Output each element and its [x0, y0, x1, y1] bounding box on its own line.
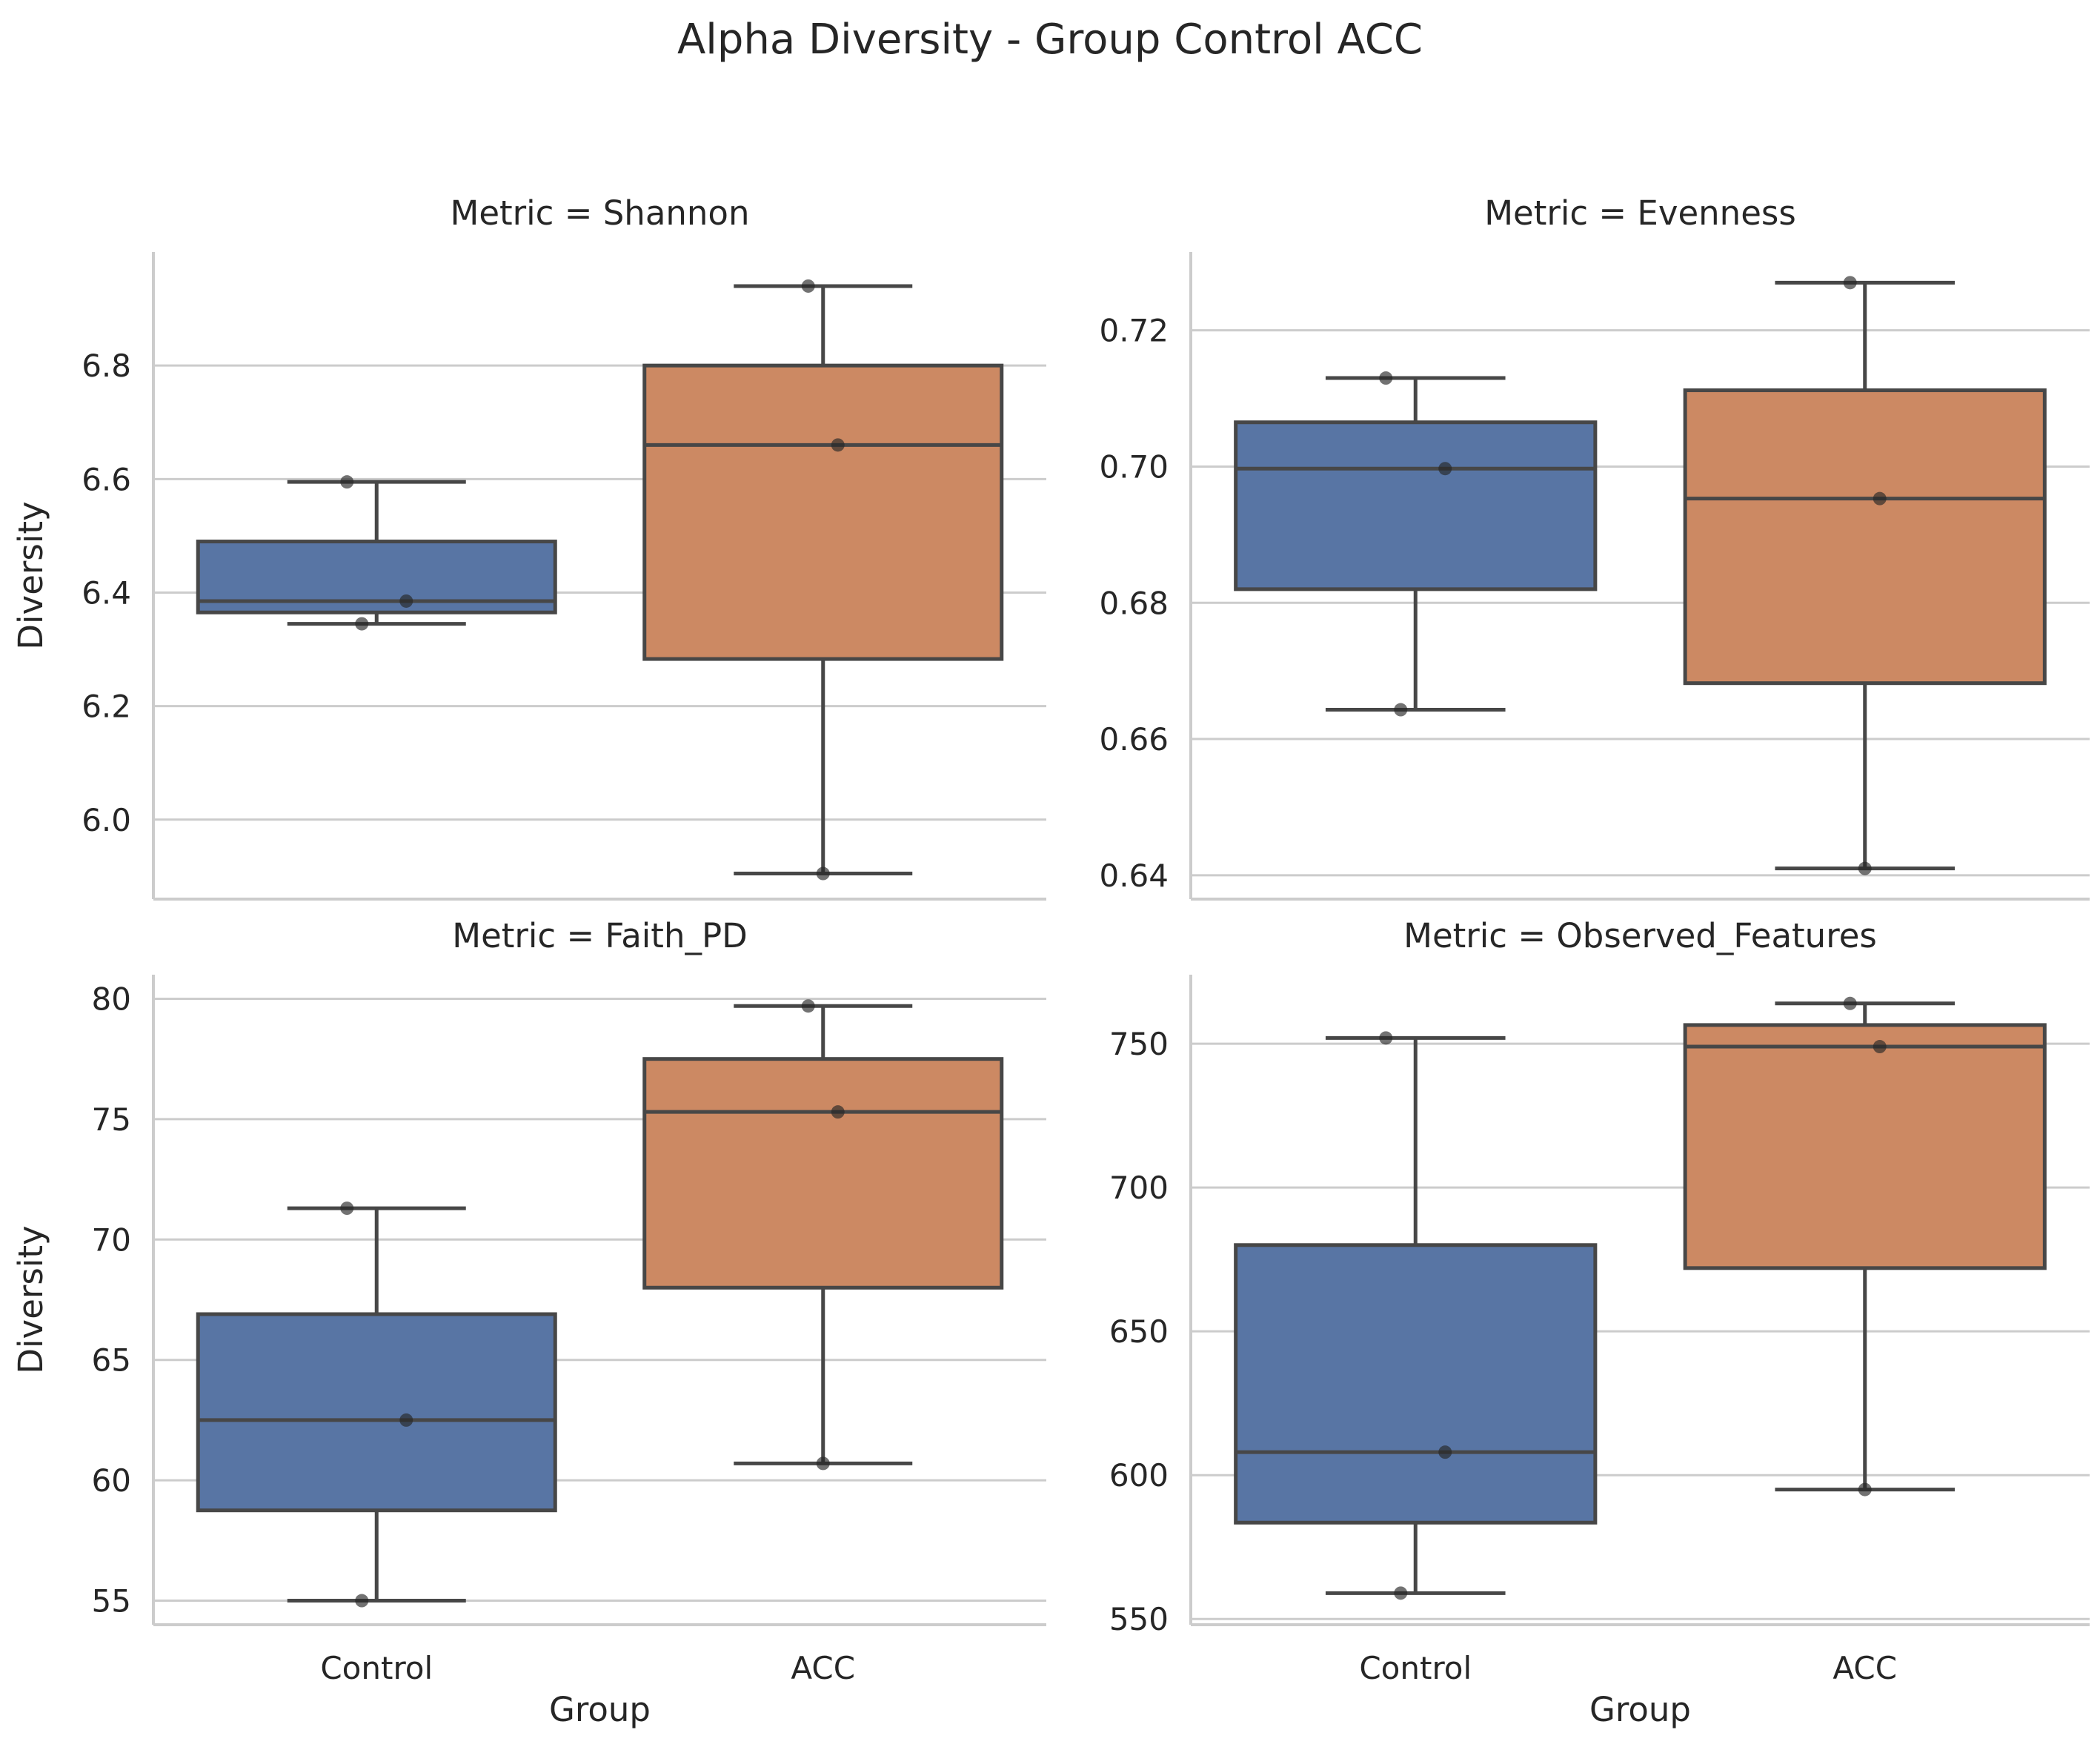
y-tick-label: 6.8 [82, 348, 131, 384]
x-tick-label: ACC [1832, 1650, 1897, 1686]
x-tick-label: Control [320, 1650, 433, 1686]
y-tick-label: 550 [1109, 1601, 1169, 1637]
data-point [1438, 462, 1452, 476]
y-tick-label: 0.70 [1099, 448, 1169, 485]
data-point [831, 438, 845, 452]
x-axis-label: Group [549, 1690, 651, 1729]
data-point [1843, 276, 1857, 290]
data-point [1379, 1031, 1393, 1045]
data-point [1858, 861, 1872, 875]
facet-panel-2: 55 60 65 70 75 80 Metric = Faith_PD Control ACC G… [11, 916, 1046, 1729]
y-tick-label: 600 [1109, 1457, 1169, 1494]
facet-title: Metric = Shannon [451, 193, 750, 233]
y-tick-label: 75 [92, 1101, 131, 1138]
data-point [340, 475, 354, 489]
box-acc [1683, 1023, 2047, 1270]
data-point [1379, 371, 1393, 385]
data-point [801, 999, 815, 1013]
data-point [340, 1202, 354, 1216]
data-point [816, 1456, 830, 1471]
data-point [1858, 1482, 1872, 1497]
y-tick-label: 0.66 [1099, 721, 1169, 758]
y-tick-label: 60 [92, 1462, 131, 1499]
x-tick-label: ACC [791, 1650, 855, 1686]
y-axis-label: Diversity [11, 1225, 50, 1373]
box-acc [642, 1057, 1004, 1290]
data-point [399, 594, 413, 608]
y-tick-label: 650 [1109, 1313, 1169, 1350]
y-tick-label: 750 [1109, 1026, 1169, 1062]
data-point [801, 279, 815, 293]
data-point [816, 866, 830, 881]
data-point [1394, 1586, 1408, 1600]
y-tick-label: 6.2 [82, 689, 131, 725]
data-point [1873, 491, 1887, 506]
y-tick-label: 6.0 [82, 802, 131, 838]
data-point [831, 1105, 845, 1119]
facet-title: Metric = Observed_Features [1403, 916, 1877, 955]
y-tick-label: 6.6 [82, 461, 131, 497]
x-tick-label: Control [1359, 1650, 1472, 1686]
y-tick-label: 55 [92, 1583, 131, 1620]
y-tick-label: 65 [92, 1342, 131, 1379]
data-point [1843, 996, 1857, 1010]
data-point [1438, 1445, 1452, 1459]
y-tick-label: 6.4 [82, 574, 131, 611]
facet-panels: 6.0 6.2 6.4 6.6 6.8 Metric = Shannon Diversity… [11, 193, 2090, 1729]
y-axis-label: Diversity [11, 501, 50, 649]
y-tick-label: 700 [1109, 1170, 1169, 1206]
facet-panel-0: 6.0 6.2 6.4 6.6 6.8 Metric = Shannon Diversity [11, 193, 1046, 901]
facet-title: Metric = Evenness [1484, 193, 1796, 233]
y-tick-label: 70 [92, 1222, 131, 1258]
data-point [355, 1594, 369, 1608]
data-point [1394, 703, 1408, 717]
y-tick-label: 0.68 [1099, 585, 1169, 621]
facet-title: Metric = Faith_PD [452, 916, 748, 955]
figure-title: Alpha Diversity - Group Control ACC [677, 16, 1423, 64]
y-tick-label: 80 [92, 981, 131, 1017]
facet-panel-3: 550 600 650 700 750 Metric = Observed_Feature… [1109, 916, 2090, 1729]
data-point [399, 1413, 413, 1427]
facet-panel-1: 0.64 0.66 0.68 0.70 0.72 Metric = Evenness [1099, 193, 2090, 901]
box-control [1234, 420, 1598, 591]
data-point [355, 617, 369, 631]
box-control [196, 1312, 557, 1513]
y-tick-label: 0.72 [1099, 313, 1169, 349]
x-axis-label: Group [1589, 1690, 1691, 1729]
box-acc [642, 363, 1004, 661]
data-point [1873, 1040, 1887, 1054]
box-control [1234, 1243, 1598, 1525]
y-tick-label: 0.64 [1099, 858, 1169, 894]
box-acc [1683, 388, 2047, 686]
